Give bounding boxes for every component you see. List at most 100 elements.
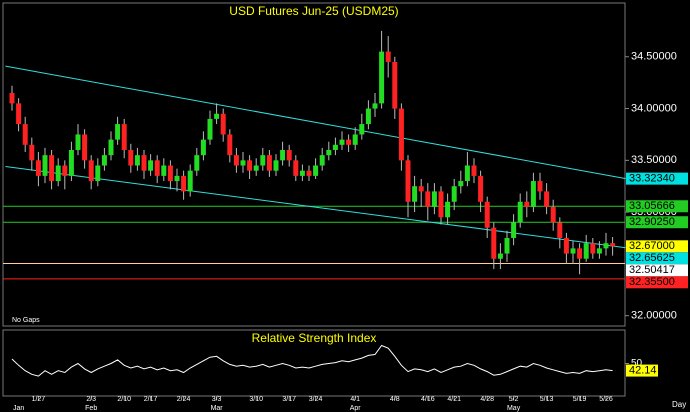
candle-body <box>154 160 160 176</box>
candle-body <box>478 175 484 202</box>
candle-body <box>491 227 497 259</box>
candle-body <box>95 165 101 182</box>
price-tag <box>626 252 688 265</box>
price-tag-label: 32.35500 <box>629 276 675 288</box>
candle-body <box>524 201 530 207</box>
candle-body <box>431 191 437 207</box>
candle-body <box>563 238 569 254</box>
candle-body <box>101 155 107 166</box>
candle-body <box>458 181 464 187</box>
candle-body <box>82 134 88 161</box>
candle-body <box>141 155 147 171</box>
candle-body <box>590 243 596 254</box>
candle-body <box>240 160 246 166</box>
x-tick-label: 3/3 <box>212 396 222 403</box>
x-tick-label: 5/13 <box>540 396 554 403</box>
candle-body <box>530 181 536 207</box>
candle-body <box>115 124 121 140</box>
candle-body <box>49 155 55 182</box>
price-tag-label: 33.32340 <box>629 173 675 185</box>
candle-body <box>405 160 411 202</box>
month-label: Feb <box>85 405 97 412</box>
candle-body <box>511 222 517 239</box>
candle-body <box>313 165 319 176</box>
candle-body <box>379 51 385 104</box>
x-tick-label: 2/17 <box>144 396 158 403</box>
candle-body <box>9 93 15 104</box>
candle-body <box>233 155 239 166</box>
candle-body <box>425 191 431 207</box>
x-tick-label: 3/24 <box>309 396 323 403</box>
x-tick-label: 2/24 <box>177 396 191 403</box>
candle-body <box>352 134 358 145</box>
candle-body <box>610 243 616 247</box>
candle-body <box>603 243 609 249</box>
candle-body <box>260 155 266 166</box>
chart-title: USD Futures Jun-25 (USDM25) <box>229 4 398 18</box>
rsi-line <box>11 344 613 377</box>
candle-body <box>247 160 253 171</box>
x-tick-label: 5/26 <box>599 396 613 403</box>
rsi-tag-label: 42.14 <box>629 364 657 376</box>
candle-body <box>583 243 589 259</box>
candle-body <box>200 139 206 156</box>
candle-body <box>464 165 470 182</box>
candle-body <box>253 165 259 171</box>
candle-body <box>42 155 48 176</box>
gap-note: No Gaps <box>12 317 40 324</box>
price-tag-label: 32.50417 <box>629 264 675 276</box>
candle-body <box>550 206 556 223</box>
y-tick-label: 34.50000 <box>631 51 677 63</box>
candle-body <box>517 201 523 223</box>
x-tick-label: 2/3 <box>86 396 96 403</box>
candle-body <box>484 201 490 228</box>
candle-body <box>108 139 114 156</box>
candle-body <box>537 181 543 192</box>
price-tag-label: 32.67000 <box>629 240 675 252</box>
price-tag-label: 32.65625 <box>629 252 675 264</box>
candle-body <box>167 165 173 182</box>
candle-body <box>35 160 41 176</box>
candle-body <box>88 160 94 182</box>
price-tag <box>626 264 688 277</box>
candle-body <box>346 139 352 145</box>
price-tag <box>626 172 688 185</box>
candle-body <box>75 134 81 150</box>
x-tick-label: 1/27 <box>32 396 46 403</box>
x-tick-label: 3/17 <box>282 396 296 403</box>
price-tag <box>626 240 688 253</box>
x-tick-label: 5/2 <box>509 396 519 403</box>
candle-body <box>557 222 563 239</box>
candle-body <box>121 124 127 150</box>
candle-body <box>128 149 134 166</box>
candle-body <box>359 124 365 135</box>
month-label: Mar <box>211 405 224 412</box>
candle-body <box>207 118 213 140</box>
x-tick-label: 2/10 <box>117 396 131 403</box>
candle-body <box>319 155 325 166</box>
x-tick-label: 4/16 <box>421 396 435 403</box>
x-tick-label: 5/19 <box>573 396 587 403</box>
candle-body <box>412 186 418 202</box>
x-tick-label: 4/8 <box>390 396 400 403</box>
x-unit: Day <box>672 400 686 409</box>
candle-body <box>365 108 371 125</box>
candle-body <box>596 248 602 254</box>
candle-body <box>148 160 154 171</box>
candle-body <box>451 186 457 202</box>
candle-body <box>174 175 180 182</box>
month-label: May <box>507 405 521 412</box>
candle-body <box>497 253 503 259</box>
month-label: Jan <box>13 405 24 412</box>
rsi-tick-label: 50 <box>631 358 643 369</box>
candle-body <box>392 61 398 109</box>
candle-body <box>293 160 299 176</box>
candle-body <box>161 165 167 176</box>
rsi-tag <box>626 364 658 377</box>
candle-body <box>29 144 35 161</box>
candle-body <box>385 51 391 62</box>
trendline <box>5 65 626 180</box>
candle-body <box>194 155 200 171</box>
candle-body <box>339 139 345 145</box>
